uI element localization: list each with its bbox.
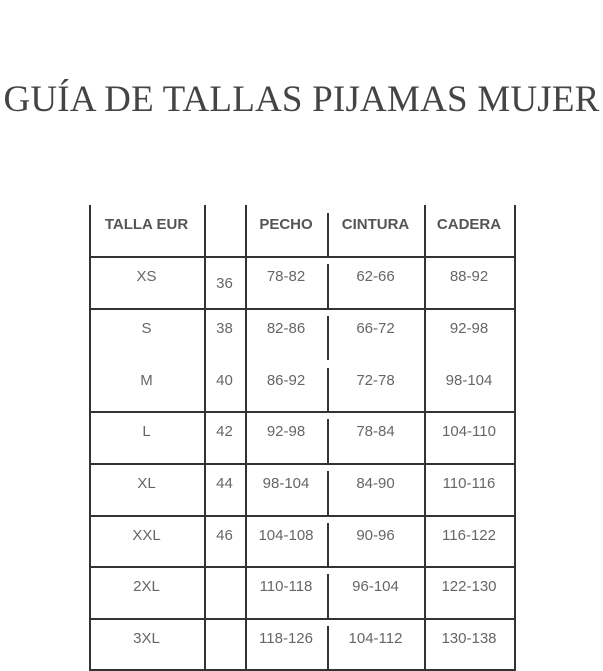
row-divider [89, 515, 516, 517]
column-divider [327, 213, 329, 256]
row-divider [89, 566, 516, 568]
column-divider [89, 205, 91, 669]
cell-pecho: 78-82 [266, 268, 306, 285]
cell-cintura: 96-104 [352, 578, 399, 595]
cell-eur-number: 40 [216, 372, 233, 389]
header-cintura: CINTURA [341, 216, 410, 233]
cell-pecho: 104-108 [258, 527, 314, 544]
header-pecho: PECHO [259, 216, 313, 233]
cell-cadera: 92-98 [449, 320, 489, 337]
column-divider [514, 205, 516, 669]
column-divider [327, 316, 329, 360]
cell-talla: 3XL [133, 630, 160, 647]
cell-pecho: 86-92 [266, 372, 306, 389]
cell-cintura: 104-112 [348, 630, 403, 647]
column-divider [327, 574, 329, 618]
cell-talla: XL [137, 475, 156, 492]
page-title: GUÍA DE TALLAS PIJAMAS MUJER [3, 79, 600, 120]
cell-cadera: 104-110 [442, 423, 496, 440]
cell-pecho: 110-118 [259, 578, 313, 595]
cell-pecho: 118-126 [259, 630, 313, 647]
cell-cintura: 78-84 [356, 423, 395, 440]
cell-cintura: 84-90 [356, 475, 395, 492]
cell-pecho: 92-98 [266, 423, 306, 440]
cell-pecho: 98-104 [262, 475, 310, 492]
column-divider [327, 368, 329, 411]
cell-talla: L [142, 423, 151, 440]
cell-eur-number: 46 [216, 527, 233, 544]
cell-cadera: 98-104 [445, 372, 493, 389]
column-divider [327, 471, 329, 515]
header-cadera: CADERA [436, 216, 502, 233]
cell-cadera: 130-138 [441, 630, 497, 647]
column-divider [245, 205, 247, 669]
cell-eur-number: 38 [216, 320, 233, 337]
column-divider [204, 205, 206, 669]
cell-eur-number: 44 [216, 475, 233, 492]
cell-cintura: 72-78 [356, 372, 395, 389]
cell-talla: XXL [132, 527, 161, 544]
header-talla-eur: TALLA EUR [104, 216, 189, 233]
cell-talla: XS [136, 268, 157, 285]
cell-talla: S [141, 320, 152, 337]
row-divider [89, 411, 516, 413]
cell-eur-number: 36 [216, 275, 233, 292]
cell-talla: M [140, 372, 153, 389]
row-divider [89, 308, 516, 310]
column-divider [327, 523, 329, 566]
cell-cintura: 90-96 [356, 527, 395, 544]
column-divider [424, 205, 426, 669]
row-divider [89, 618, 516, 620]
column-divider [327, 419, 329, 463]
row-divider [89, 256, 516, 258]
cell-cadera: 110-116 [442, 475, 496, 492]
cell-pecho: 82-86 [266, 320, 306, 337]
cell-cintura: 62-66 [356, 268, 395, 285]
row-divider [89, 463, 516, 465]
cell-cintura: 66-72 [356, 320, 395, 337]
cell-cadera: 122-130 [441, 578, 497, 595]
column-divider [327, 626, 329, 669]
cell-talla: 2XL [133, 578, 160, 595]
cell-eur-number: 42 [216, 423, 233, 440]
cell-cadera: 116-122 [442, 527, 496, 544]
cell-cadera: 88-92 [449, 268, 489, 285]
column-divider [327, 264, 329, 308]
